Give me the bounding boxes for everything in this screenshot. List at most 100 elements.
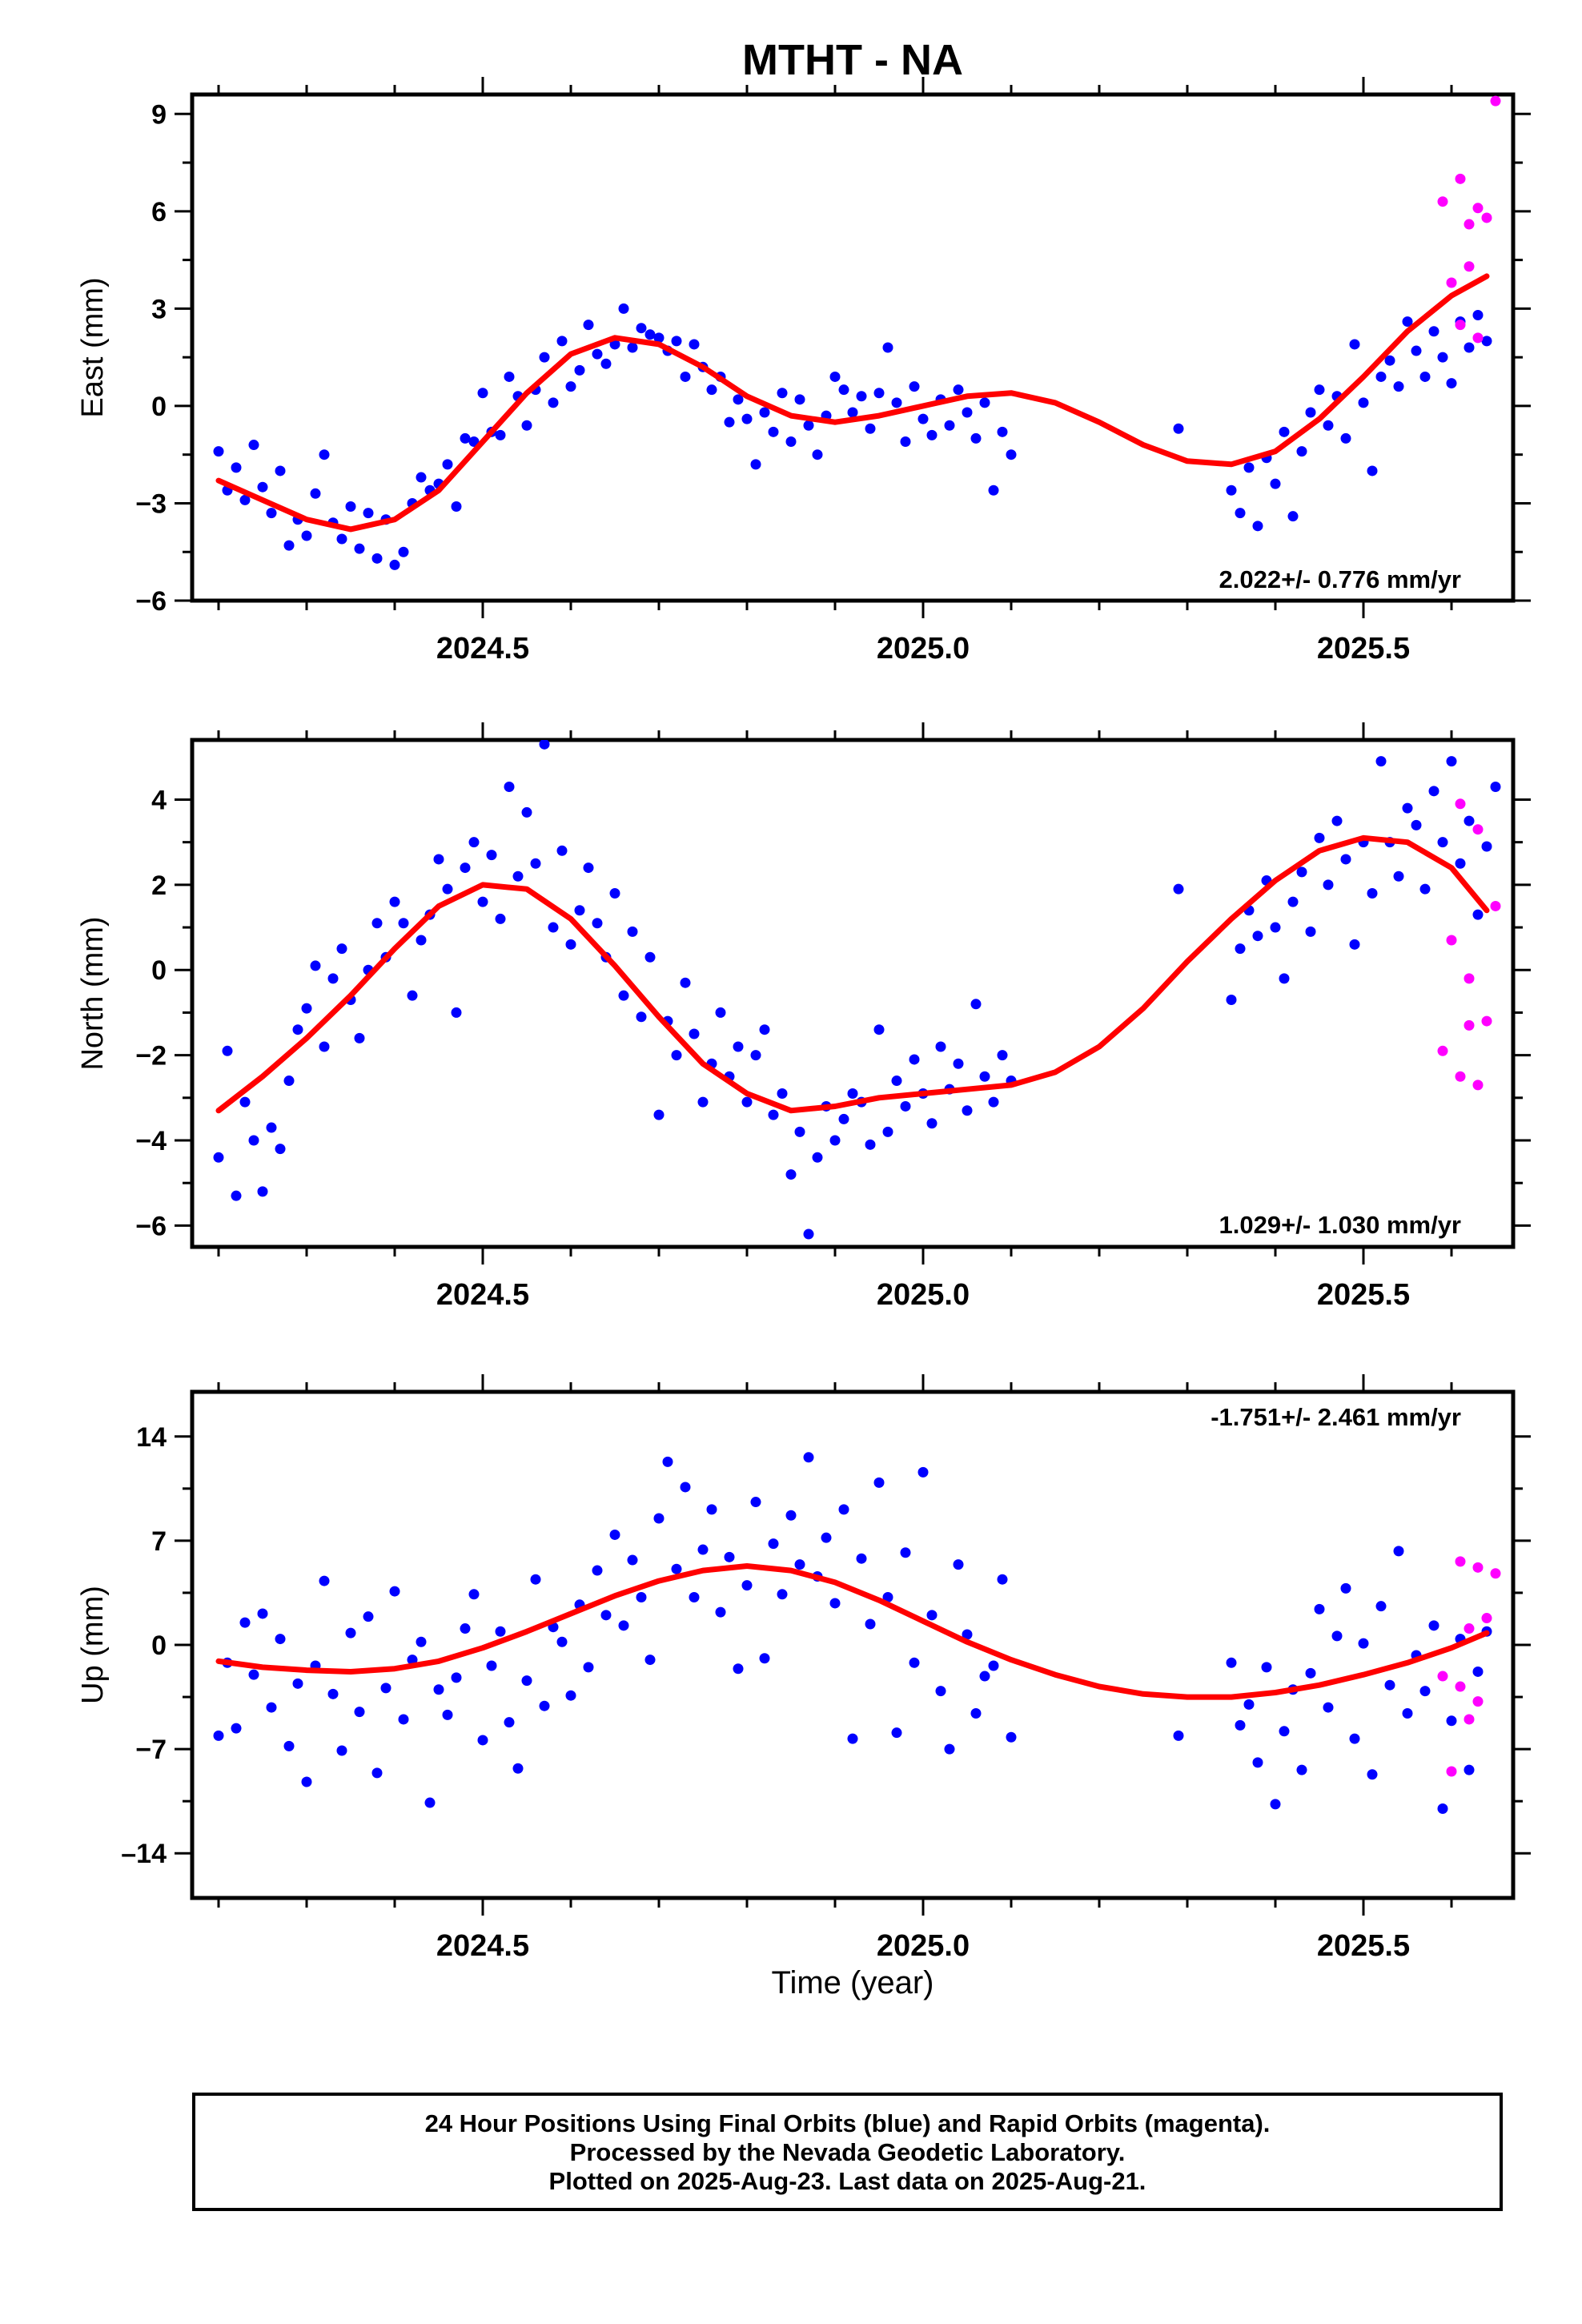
- final-point: [1384, 1679, 1395, 1691]
- final-point: [944, 1743, 955, 1755]
- final-point: [1490, 782, 1501, 793]
- final-point: [926, 429, 938, 440]
- final-point: [398, 918, 409, 929]
- final-point: [1323, 420, 1334, 431]
- final-point: [926, 1610, 938, 1621]
- final-point: [213, 446, 224, 457]
- final-point: [953, 1058, 964, 1069]
- rapid-point: [1464, 261, 1475, 272]
- final-point: [689, 339, 700, 350]
- final-point: [979, 1071, 990, 1082]
- final-point: [301, 530, 312, 541]
- final-point: [1349, 939, 1360, 950]
- y-tick-label: −4: [135, 1126, 167, 1156]
- velocity-rate-label: -1.751+/- 2.461 mm/yr: [1211, 1403, 1461, 1431]
- rapid-point: [1472, 824, 1484, 835]
- final-point: [336, 1745, 347, 1756]
- final-point: [785, 1510, 797, 1521]
- final-point: [962, 1105, 973, 1116]
- final-point: [521, 1675, 532, 1687]
- final-point: [715, 1007, 726, 1018]
- x-tick-label: 2024.5: [436, 1278, 529, 1312]
- final-point: [1252, 1757, 1263, 1768]
- chart-title: MTHT - NA: [742, 36, 963, 84]
- final-point: [785, 1169, 797, 1180]
- final-point: [504, 1717, 515, 1728]
- final-point: [398, 546, 409, 557]
- final-point: [917, 1466, 929, 1478]
- final-point: [504, 782, 515, 793]
- final-point: [222, 1045, 233, 1056]
- final-point: [363, 508, 374, 519]
- x-tick-label: 2025.5: [1317, 1929, 1410, 1963]
- final-point: [239, 494, 251, 505]
- final-point: [468, 837, 480, 848]
- final-point: [354, 543, 365, 554]
- final-point: [1226, 1657, 1237, 1668]
- final-point: [962, 1629, 973, 1640]
- final-point: [1393, 381, 1404, 392]
- y-tick-label: 4: [151, 785, 167, 815]
- x-tick-label: 2025.0: [877, 632, 970, 665]
- final-point: [909, 1054, 920, 1065]
- y-tick-label: −6: [135, 1211, 167, 1241]
- final-point: [1173, 423, 1184, 434]
- final-point: [838, 1504, 849, 1515]
- final-point: [794, 394, 805, 405]
- model-fit-line: [215, 273, 1490, 533]
- final-point: [1261, 1662, 1272, 1673]
- final-orbit-points: [213, 1452, 1492, 1814]
- final-point: [451, 1007, 462, 1018]
- final-point: [618, 303, 629, 314]
- final-point: [1472, 909, 1484, 920]
- final-point: [248, 440, 259, 451]
- final-point: [662, 1456, 673, 1467]
- final-point: [460, 1623, 471, 1634]
- plot-frame: [190, 92, 1516, 603]
- final-point: [442, 883, 453, 895]
- final-point: [556, 1636, 568, 1647]
- final-point: [1349, 339, 1360, 350]
- final-point: [680, 977, 691, 988]
- rapid-orbit-points: [1437, 1556, 1501, 1777]
- final-point: [644, 951, 656, 963]
- rapid-point: [1446, 1766, 1457, 1777]
- final-point: [1340, 854, 1351, 865]
- final-point: [891, 1727, 902, 1739]
- final-point: [1428, 1620, 1439, 1631]
- final-point: [1270, 478, 1281, 489]
- final-point: [512, 870, 524, 882]
- final-point: [407, 1655, 418, 1666]
- final-point: [1323, 879, 1334, 891]
- final-point: [1411, 819, 1422, 830]
- x-axis-label: Time (year): [771, 1965, 934, 2000]
- final-point: [319, 1575, 330, 1586]
- final-point: [1323, 1702, 1334, 1713]
- final-point: [213, 1152, 224, 1163]
- final-point: [521, 420, 532, 431]
- final-point: [477, 388, 488, 399]
- final-point: [900, 436, 911, 447]
- final-point: [1428, 326, 1439, 337]
- final-point: [741, 1096, 753, 1108]
- final-point: [442, 1709, 453, 1720]
- final-point: [909, 381, 920, 392]
- rapid-point: [1455, 1681, 1466, 1692]
- final-point: [1006, 449, 1017, 460]
- rapid-point: [1437, 1671, 1448, 1682]
- y-tick-label: −3: [135, 489, 167, 519]
- velocity-rate-label: 1.029+/- 1.030 mm/yr: [1219, 1211, 1461, 1239]
- final-point: [979, 1671, 990, 1682]
- final-point: [627, 926, 638, 937]
- final-point: [556, 336, 568, 347]
- rapid-point: [1472, 203, 1484, 214]
- final-point: [759, 407, 770, 418]
- final-point: [583, 320, 594, 331]
- plot-area: [213, 95, 1501, 570]
- final-point: [539, 1700, 550, 1711]
- final-point: [1446, 1715, 1457, 1727]
- final-point: [1235, 1719, 1246, 1731]
- rapid-point: [1464, 973, 1475, 984]
- final-point: [1226, 485, 1237, 496]
- final-point: [460, 432, 471, 444]
